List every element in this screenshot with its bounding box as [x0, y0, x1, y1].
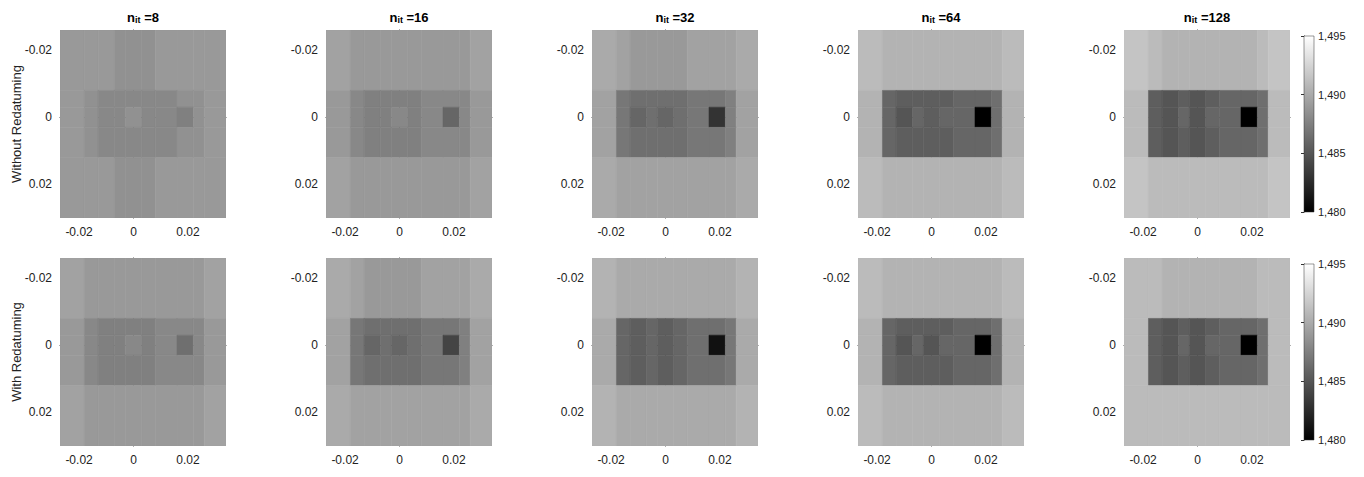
svg-text:0.02: 0.02: [1240, 225, 1264, 239]
svg-text:0.02: 0.02: [827, 405, 851, 419]
svg-text:it: it: [929, 14, 935, 25]
svg-text:1,485: 1,485: [1318, 375, 1346, 387]
svg-text:1,490: 1,490: [1318, 317, 1346, 329]
svg-text:0: 0: [45, 338, 52, 352]
svg-text:0.02: 0.02: [708, 453, 732, 467]
svg-text:-0.02: -0.02: [823, 271, 851, 285]
svg-text:n: n: [655, 10, 663, 25]
svg-text:1,480: 1,480: [1318, 434, 1346, 446]
svg-text:-0.02: -0.02: [557, 43, 585, 57]
svg-text:0.02: 0.02: [708, 225, 732, 239]
svg-text:0: 0: [1194, 453, 1201, 467]
svg-text:-0.02: -0.02: [65, 453, 93, 467]
svg-text:0: 0: [130, 225, 137, 239]
svg-text:-0.02: -0.02: [331, 225, 359, 239]
svg-text:0: 0: [396, 225, 403, 239]
svg-text:Without Redatuming: Without Redatuming: [9, 65, 24, 183]
svg-text:0.02: 0.02: [295, 405, 319, 419]
svg-text:=32: =32: [669, 10, 695, 25]
svg-text:-0.02: -0.02: [291, 271, 319, 285]
svg-text:-0.02: -0.02: [823, 43, 851, 57]
svg-text:=64: =64: [935, 10, 961, 25]
svg-text:-0.02: -0.02: [331, 453, 359, 467]
svg-text:0.02: 0.02: [29, 177, 53, 191]
svg-text:1,490: 1,490: [1318, 89, 1346, 101]
svg-text:-0.02: -0.02: [863, 453, 891, 467]
svg-text:0.02: 0.02: [176, 453, 200, 467]
svg-text:0: 0: [928, 453, 935, 467]
svg-text:0.02: 0.02: [295, 177, 319, 191]
svg-text:0.02: 0.02: [1240, 453, 1264, 467]
svg-text:it: it: [135, 14, 141, 25]
svg-text:1,485: 1,485: [1318, 147, 1346, 159]
svg-text:0.02: 0.02: [29, 405, 53, 419]
svg-text:-0.02: -0.02: [597, 453, 625, 467]
svg-text:-0.02: -0.02: [65, 225, 93, 239]
svg-text:=16: =16: [403, 10, 429, 25]
svg-text:=8: =8: [141, 10, 159, 25]
svg-text:-0.02: -0.02: [1129, 225, 1157, 239]
svg-text:=128: =128: [1197, 10, 1230, 25]
svg-text:-0.02: -0.02: [1089, 43, 1117, 57]
svg-text:it: it: [663, 14, 669, 25]
svg-text:0.02: 0.02: [442, 453, 466, 467]
svg-text:0: 0: [662, 225, 669, 239]
svg-text:0.02: 0.02: [176, 225, 200, 239]
svg-text:1,495: 1,495: [1318, 258, 1346, 270]
svg-text:0.02: 0.02: [827, 177, 851, 191]
svg-text:1,495: 1,495: [1318, 30, 1346, 42]
svg-text:0: 0: [130, 453, 137, 467]
svg-text:n: n: [921, 10, 929, 25]
svg-text:n: n: [389, 10, 397, 25]
svg-text:0.02: 0.02: [974, 225, 998, 239]
svg-text:0.02: 0.02: [974, 453, 998, 467]
svg-text:it: it: [397, 14, 403, 25]
svg-text:-0.02: -0.02: [557, 271, 585, 285]
svg-text:it: it: [1191, 14, 1198, 25]
svg-text:0: 0: [396, 453, 403, 467]
svg-text:-0.02: -0.02: [25, 271, 53, 285]
svg-text:-0.02: -0.02: [863, 225, 891, 239]
svg-text:-0.02: -0.02: [597, 225, 625, 239]
svg-text:0: 0: [311, 110, 318, 124]
svg-text:n: n: [127, 10, 135, 25]
svg-text:-0.02: -0.02: [291, 43, 319, 57]
svg-text:0: 0: [843, 110, 850, 124]
svg-text:1,480: 1,480: [1318, 206, 1346, 218]
svg-text:-0.02: -0.02: [1089, 271, 1117, 285]
svg-text:0: 0: [577, 110, 584, 124]
svg-text:0.02: 0.02: [442, 225, 466, 239]
svg-text:-0.02: -0.02: [1129, 453, 1157, 467]
svg-text:0: 0: [1109, 110, 1116, 124]
svg-text:0.02: 0.02: [561, 405, 585, 419]
svg-text:0.02: 0.02: [1093, 177, 1117, 191]
svg-text:With Redatuming: With Redatuming: [9, 302, 24, 402]
svg-text:0: 0: [311, 338, 318, 352]
svg-text:0: 0: [928, 225, 935, 239]
svg-text:0.02: 0.02: [1093, 405, 1117, 419]
svg-text:-0.02: -0.02: [25, 43, 53, 57]
svg-text:0: 0: [45, 110, 52, 124]
svg-text:0: 0: [577, 338, 584, 352]
svg-text:0: 0: [662, 453, 669, 467]
svg-text:0: 0: [1194, 225, 1201, 239]
svg-text:0: 0: [1109, 338, 1116, 352]
svg-text:n: n: [1184, 10, 1192, 25]
svg-text:0.02: 0.02: [561, 177, 585, 191]
svg-text:0: 0: [843, 338, 850, 352]
